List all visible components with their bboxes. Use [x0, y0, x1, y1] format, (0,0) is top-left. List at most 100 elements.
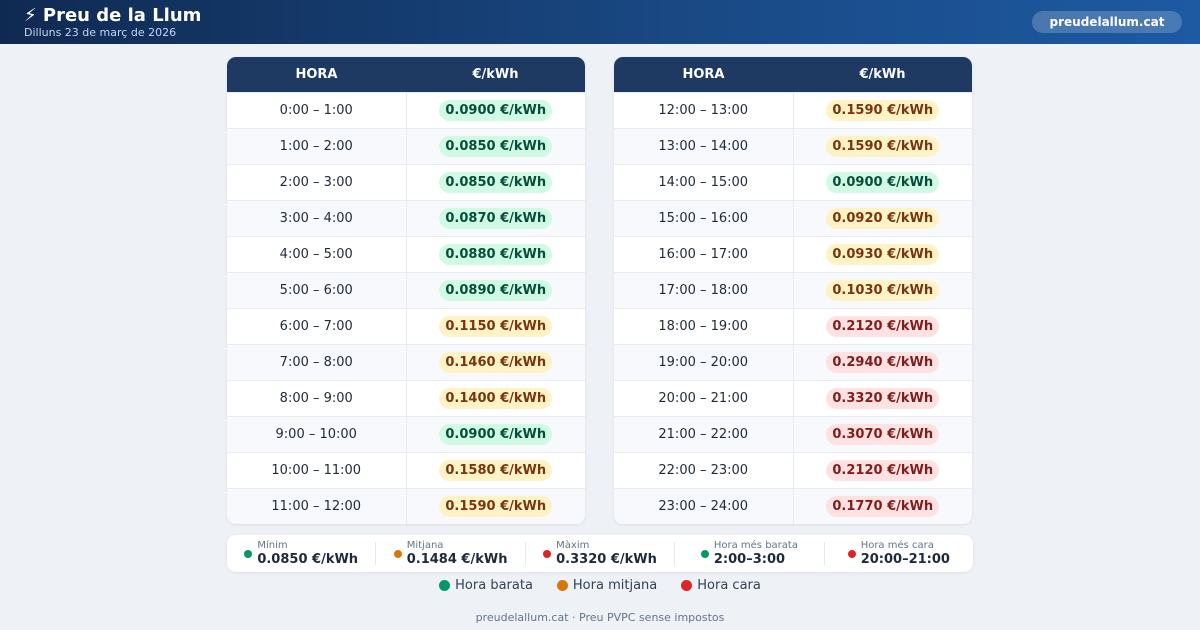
- price-badge: 0.0850 €/kWh: [439, 136, 553, 157]
- price-badge: 0.0930 €/kWh: [826, 244, 940, 265]
- price-badge: 0.0900 €/kWh: [826, 172, 940, 193]
- hour-cell: 15:00 – 16:00: [614, 201, 794, 236]
- stat-item: Hora més cara 20:00–21:00: [825, 540, 973, 567]
- hour-cell: 10:00 – 11:00: [227, 453, 407, 488]
- price-cell: 0.2120 €/kWh: [794, 453, 973, 488]
- legend-label: Hora cara: [697, 578, 761, 593]
- stat-value: 0.3320 €/kWh: [556, 552, 657, 567]
- price-badge: 0.1400 €/kWh: [439, 388, 553, 409]
- table-row: 21:00 – 22:00 0.3070 €/kWh: [614, 416, 972, 452]
- column-header-hour: HORA: [682, 67, 725, 82]
- price-cell: 0.1460 €/kWh: [407, 345, 586, 380]
- price-cell: 0.3070 €/kWh: [794, 417, 973, 452]
- price-cell: 0.0880 €/kWh: [407, 237, 586, 272]
- price-badge: 0.0900 €/kWh: [439, 100, 553, 121]
- table-row: 19:00 – 20:00 0.2940 €/kWh: [614, 344, 972, 380]
- hour-cell: 8:00 – 9:00: [227, 381, 407, 416]
- stat-value: 2:00–3:00: [713, 552, 786, 567]
- brand: ⚡ Preu de la Llum Dilluns 23 de març de …: [24, 4, 202, 39]
- price-cell: 0.0900 €/kWh: [794, 165, 973, 200]
- current-date: Dilluns 23 de març de 2026: [24, 25, 177, 39]
- column-header-hour: HORA: [295, 67, 338, 82]
- hour-cell: 4:00 – 5:00: [227, 237, 407, 272]
- price-badge: 0.1030 €/kWh: [826, 280, 940, 301]
- price-cell: 0.1590 €/kWh: [407, 489, 586, 524]
- site-link-button[interactable]: preudelallum.cat: [1032, 11, 1182, 33]
- price-badge: 0.3070 €/kWh: [826, 424, 940, 445]
- table-row: 5:00 – 6:00 0.0890 €/kWh: [227, 272, 585, 308]
- table-body: 0:00 – 1:00 0.0900 €/kWh 1:00 – 2:00 0.0850…: [227, 92, 585, 524]
- legend-item: Hora cara: [681, 578, 761, 593]
- stat-text: Mitjana 0.1484 €/kWh: [407, 540, 508, 567]
- table-row: 20:00 – 21:00 0.3320 €/kWh: [614, 380, 972, 416]
- price-badge: 0.1580 €/kWh: [439, 460, 553, 481]
- stat-item: Hora més barata 2:00–3:00: [675, 540, 825, 567]
- table-row: 22:00 – 23:00 0.2120 €/kWh: [614, 452, 972, 488]
- price-cell: 0.1770 €/kWh: [794, 489, 973, 524]
- price-cell: 0.1150 €/kWh: [407, 309, 586, 344]
- app-title: ⚡ Preu de la Llum: [24, 4, 202, 26]
- hour-cell: 7:00 – 8:00: [227, 345, 407, 380]
- price-cell: 0.1590 €/kWh: [794, 129, 973, 164]
- table-row: 2:00 – 3:00 0.0850 €/kWh: [227, 164, 585, 200]
- price-cell: 0.0850 €/kWh: [407, 129, 586, 164]
- hour-cell: 13:00 – 14:00: [614, 129, 794, 164]
- price-cell: 0.0890 €/kWh: [407, 273, 586, 308]
- status-dot-icon: [543, 549, 552, 558]
- hour-cell: 9:00 – 10:00: [227, 417, 407, 452]
- price-badge: 0.2940 €/kWh: [826, 352, 940, 373]
- table-row: 13:00 – 14:00 0.1590 €/kWh: [614, 128, 972, 164]
- stat-text: Mínim 0.0850 €/kWh: [257, 540, 358, 567]
- table-row: 10:00 – 11:00 0.1580 €/kWh: [227, 452, 585, 488]
- price-badge: 0.0850 €/kWh: [439, 172, 553, 193]
- stat-value: 0.0850 €/kWh: [257, 552, 359, 567]
- table-row: 1:00 – 2:00 0.0850 €/kWh: [227, 128, 585, 164]
- summary-stats-bar: Mínim 0.0850 €/kWh Mitjana 0.1484 €/kWh Màxi…: [227, 535, 973, 572]
- table-row: 8:00 – 9:00 0.1400 €/kWh: [227, 380, 585, 416]
- column-header-price: €/kWh: [472, 67, 519, 82]
- table-row: 0:00 – 1:00 0.0900 €/kWh: [227, 92, 585, 128]
- price-badge: 0.3320 €/kWh: [826, 388, 940, 409]
- hour-cell: 18:00 – 19:00: [614, 309, 794, 344]
- price-cell: 0.2120 €/kWh: [794, 309, 973, 344]
- table-row: 11:00 – 12:00 0.1590 €/kWh: [227, 488, 585, 524]
- price-badge: 0.2120 €/kWh: [826, 316, 940, 337]
- price-badge: 0.0870 €/kWh: [439, 208, 553, 229]
- table-row: 9:00 – 10:00 0.0900 €/kWh: [227, 416, 585, 452]
- price-cell: 0.0900 €/kWh: [407, 93, 586, 128]
- price-cell: 0.1400 €/kWh: [407, 381, 586, 416]
- table-header: HORA €/kWh: [227, 57, 585, 92]
- table-row: 23:00 – 24:00 0.1770 €/kWh: [614, 488, 972, 524]
- stat-label: Mitjana: [406, 540, 444, 551]
- table-row: 6:00 – 7:00 0.1150 €/kWh: [227, 308, 585, 344]
- hour-cell: 17:00 – 18:00: [614, 273, 794, 308]
- table-row: 15:00 – 16:00 0.0920 €/kWh: [614, 200, 972, 236]
- price-badge: 0.1150 €/kWh: [439, 316, 553, 337]
- status-dot-icon: [244, 549, 253, 558]
- price-badge: 0.2120 €/kWh: [826, 460, 940, 481]
- price-cell: 0.0920 €/kWh: [794, 201, 973, 236]
- legend-label: Hora mitjana: [572, 578, 658, 593]
- price-badge: 0.1590 €/kWh: [826, 100, 940, 121]
- hour-cell: 0:00 – 1:00: [227, 93, 407, 128]
- legend-dot-icon: [556, 580, 568, 591]
- price-cell: 0.1580 €/kWh: [407, 453, 586, 488]
- stat-item: Mínim 0.0850 €/kWh: [227, 540, 377, 567]
- stat-label: Màxim: [556, 540, 590, 551]
- color-legend: Hora barata Hora mitjana Hora cara: [0, 578, 1200, 593]
- status-dot-icon: [700, 549, 709, 558]
- price-badge: 0.0900 €/kWh: [439, 424, 553, 445]
- price-tables: HORA €/kWh 0:00 – 1:00 0.0900 €/kWh 1:00 –…: [227, 57, 972, 524]
- table-row: 16:00 – 17:00 0.0930 €/kWh: [614, 236, 972, 272]
- hour-cell: 19:00 – 20:00: [614, 345, 794, 380]
- hour-cell: 14:00 – 15:00: [614, 165, 794, 200]
- hour-cell: 1:00 – 2:00: [227, 129, 407, 164]
- price-cell: 0.1030 €/kWh: [794, 273, 973, 308]
- hour-cell: 5:00 – 6:00: [227, 273, 407, 308]
- table-row: 3:00 – 4:00 0.0870 €/kWh: [227, 200, 585, 236]
- price-badge: 0.1590 €/kWh: [826, 136, 940, 157]
- legend-dot-icon: [681, 580, 693, 591]
- stat-value: 0.1484 €/kWh: [406, 552, 508, 567]
- price-badge: 0.0890 €/kWh: [439, 280, 553, 301]
- stat-text: Hora més cara 20:00–21:00: [861, 540, 950, 567]
